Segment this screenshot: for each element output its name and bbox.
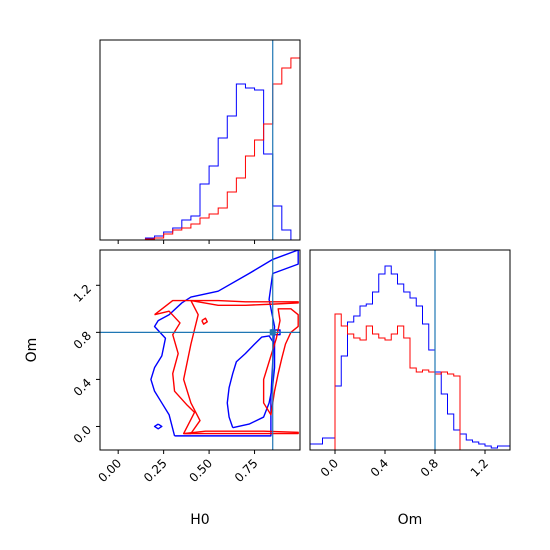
joint-frame bbox=[99, 249, 301, 451]
tick-label-om-y: 1.2 bbox=[71, 282, 94, 305]
tick-label-om-x: 0.8 bbox=[418, 456, 441, 479]
marginal-om-panel: 0.0 0.4 0.8 1.2 bbox=[309, 249, 511, 480]
x-axis-label-h0: H0 bbox=[190, 512, 209, 528]
contour-1 bbox=[226, 335, 276, 429]
marginal-h0-panel bbox=[99, 39, 301, 244]
tick-label-om-x: 0.4 bbox=[368, 456, 391, 479]
tick-label-h0: 0.00 bbox=[96, 456, 125, 485]
tick-label-h0: 0.25 bbox=[141, 456, 170, 485]
tick-label-h0: 0.75 bbox=[232, 456, 261, 485]
tick-label-om-x: 1.2 bbox=[468, 456, 491, 479]
contour-9 bbox=[201, 317, 208, 325]
tick-label-om-y: 0.0 bbox=[71, 423, 94, 446]
histogram-series-1 bbox=[144, 83, 292, 240]
histogram-series-2 bbox=[334, 313, 461, 450]
contour-8 bbox=[262, 308, 299, 416]
tick-label-h0: 0.50 bbox=[186, 456, 215, 485]
y-axis-label-om: Om bbox=[24, 338, 40, 363]
joint-panel: 0.00 0.25 0.50 0.75 0.0 0.4 0.8 1.2 bbox=[71, 249, 301, 485]
tick-label-om-y: 0.4 bbox=[71, 376, 94, 399]
contour-4 bbox=[153, 423, 163, 430]
marginal-om-frame bbox=[309, 249, 511, 451]
tick-label-om-y: 0.8 bbox=[71, 329, 94, 352]
truth-marker bbox=[269, 329, 276, 336]
contour-2 bbox=[150, 250, 299, 437]
histogram-series-1 bbox=[310, 265, 510, 450]
contour-7 bbox=[154, 299, 201, 435]
tick-label-om-x: 0.0 bbox=[318, 456, 341, 479]
marginal-h0-frame bbox=[99, 39, 301, 241]
contour-5 bbox=[183, 430, 299, 435]
x-axis-label-om: Om bbox=[398, 512, 423, 528]
contour-6 bbox=[190, 299, 299, 306]
histogram-series-2 bbox=[144, 57, 300, 240]
